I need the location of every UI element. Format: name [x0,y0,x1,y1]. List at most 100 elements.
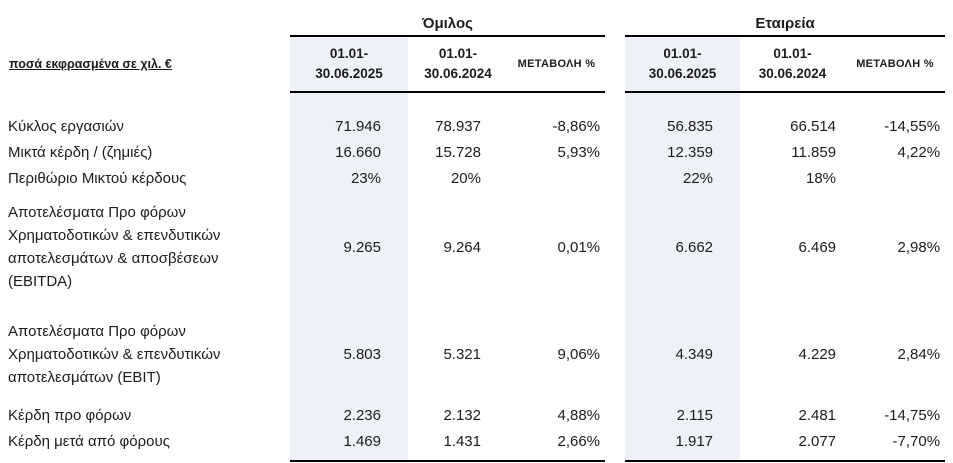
cell-company-2024: 11.859 [791,143,837,161]
row-label: Κέρδη προ φόρων [8,406,132,424]
spacer-cell [740,92,845,113]
cell-group-2024: 5.321 [443,346,481,363]
row-label: Αποτελέσματα Προ φόρων Χρηματοδοτικών & … [8,204,221,290]
company-col-header-2025: 01.01- 30.06.2025 [625,35,741,93]
cell-group-change [508,165,605,191]
company-col-header-2024: 01.01- 30.06.2024 [740,35,846,93]
spacer-cell [408,389,508,402]
table-row: Κέρδη μετά από φόρους 1.469 1.431 2,66% … [8,428,945,454]
spacer-cell [605,389,625,402]
cell-group-2025: 1.469 [290,428,408,454]
table-row: Αποτελέσματα Προ φόρων Χρηματοδοτικών & … [8,320,945,389]
unit-note: ποσά εκφρασμένα σε χιλ. € [9,57,172,71]
spacer-cell [625,293,741,320]
row-label: Μικτά κέρδη / (ζημιές) [8,143,153,161]
spacer-cell [845,191,945,201]
section-gap [605,165,625,191]
spacer-cell [408,191,508,201]
spacer-cell [8,389,290,402]
spacer-cell [845,293,945,320]
financial-results-table: Όμιλος Εταιρεία ποσά εκφρασμένα σε χιλ. … [8,6,946,462]
bottom-rule [290,454,408,462]
company-section-title: Εταιρεία [755,15,815,32]
bottom-rule [740,454,846,462]
cell-company-2025: 1.917 [625,428,741,454]
group-section-title: Όμιλος [422,15,473,32]
spacer-cell [845,92,945,113]
spacer-cell [508,389,605,402]
spacer-cell [740,191,845,201]
spacer-cell [740,389,845,402]
spacer-cell [8,6,290,36]
section-gap [605,36,625,92]
section-gap [605,201,625,293]
cell-group-2024: 1.431 [443,432,481,450]
row-label: Περιθώριο Μικτού κέρδους [8,169,187,187]
cell-company-2025: 2.115 [625,402,741,428]
spacer-cell [605,92,625,113]
cell-company-change [845,165,945,191]
cell-company-2025: 4.349 [625,320,741,389]
spacer-cell [625,191,741,201]
spacer-cell [605,293,625,320]
cell-group-change: 9,06% [557,346,601,363]
cell-group-2025: 9.265 [290,201,408,293]
cell-company-2024: 4.229 [798,346,837,363]
cell-group-2024: 9.264 [443,238,481,256]
cell-group-change: 0,01% [557,238,601,256]
spacer-cell [290,293,408,320]
cell-company-2025: 6.662 [625,201,741,293]
bottom-rule [408,454,508,462]
cell-company-change: -7,70% [892,432,941,450]
cell-group-2025: 71.946 [290,113,408,139]
spacer-cell [508,92,605,113]
column-header-row: ποσά εκφρασμένα σε χιλ. € 01.01- 30.06.2… [8,35,946,93]
cell-company-2024: 66.514 [790,117,837,135]
row-label: Αποτελέσματα Προ φόρων Χρηματοδοτικών & … [8,323,221,386]
cell-group-2025: 16.660 [290,139,408,165]
cell-company-2025: 56.835 [625,113,741,139]
cell-company-2024: 18% [806,169,837,187]
company-col-header-change: ΜΕΤΑΒΟΛΗ % [845,35,946,93]
spacer-cell [8,454,290,461]
spacer-cell [625,92,741,113]
spacer-cell [8,191,290,201]
bottom-rule [845,454,946,462]
cell-company-2024: 2.077 [798,432,837,450]
cell-company-2025: 12.359 [625,139,741,165]
table-row: Κέρδη προ φόρων 2.236 2.132 4,88% 2.115 … [8,402,945,428]
cell-group-change: 4,88% [557,406,601,424]
spacer-cell [408,293,508,320]
cell-group-change: 2,66% [557,432,601,450]
spacer-cell [845,389,945,402]
group-col-header-2025: 01.01- 30.06.2025 [290,35,408,93]
cell-company-change: 4,22% [897,143,941,161]
section-gap [605,402,625,428]
cell-group-2024: 2.132 [443,406,481,424]
spacer-cell [290,191,408,201]
bottom-rule [625,454,741,462]
cell-group-2025: 2.236 [290,402,408,428]
bottom-rule [508,454,606,462]
cell-group-2024: 15.728 [435,143,481,161]
spacer-cell [408,92,508,113]
spacer-cell [625,389,741,402]
cell-group-2025: 5.803 [290,320,408,389]
spacer-row [8,92,945,113]
cell-group-change: -8,86% [552,117,601,135]
cell-company-change: -14,75% [884,406,941,424]
spacer-row [8,389,945,402]
table-row: Αποτελέσματα Προ φόρων Χρηματοδοτικών & … [8,201,945,293]
spacer-cell [290,389,408,402]
cell-company-change: 2,98% [897,238,941,256]
spacer-row [8,293,945,320]
spacer-cell [508,191,605,201]
section-gap [605,320,625,389]
spacer-cell [508,293,605,320]
cell-company-2024: 6.469 [798,238,837,256]
table-row: Μικτά κέρδη / (ζημιές) 16.660 15.728 5,9… [8,139,945,165]
spacer-cell [8,293,290,320]
cell-group-2024: 78.937 [435,117,481,135]
row-label: Κέρδη μετά από φόρους [8,432,170,450]
cell-company-change: -14,55% [884,117,941,135]
